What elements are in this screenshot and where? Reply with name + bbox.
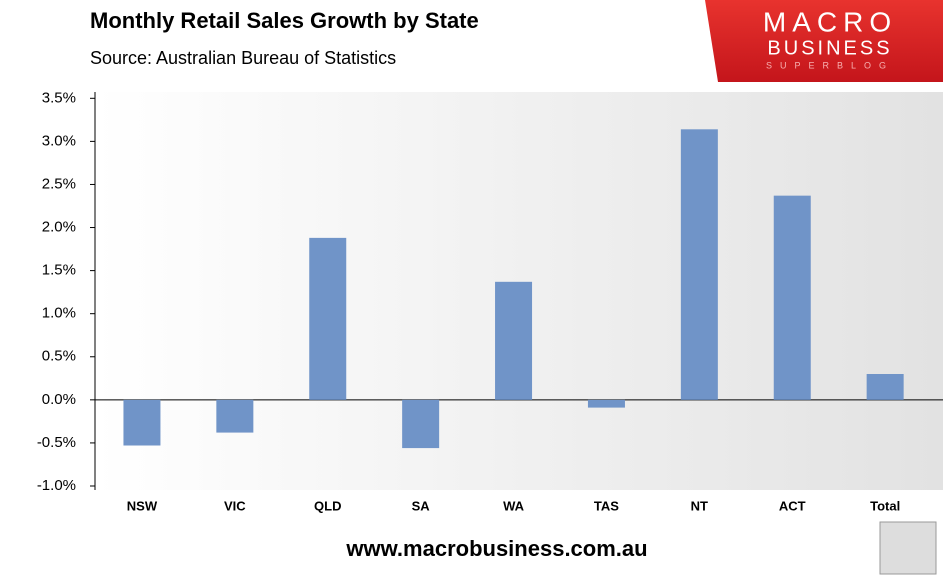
y-tick-label: 0.5% bbox=[42, 348, 76, 365]
bar bbox=[309, 237, 347, 400]
bar bbox=[402, 399, 440, 449]
logo-icon bbox=[879, 521, 937, 575]
x-tick-label: Total bbox=[870, 498, 900, 513]
logo-text: BUSINESS bbox=[767, 37, 892, 59]
x-tick-label: WA bbox=[503, 498, 525, 513]
bar bbox=[866, 373, 904, 400]
bar bbox=[680, 129, 718, 400]
logo-background bbox=[705, 0, 943, 82]
bar bbox=[773, 195, 811, 400]
y-tick-label: 0.0% bbox=[42, 391, 76, 408]
bar bbox=[495, 281, 533, 400]
bar bbox=[123, 399, 161, 446]
y-tick-label: 1.0% bbox=[42, 305, 76, 322]
x-tick-label: VIC bbox=[224, 498, 246, 513]
y-tick-label: -0.5% bbox=[37, 434, 76, 451]
y-tick-label: 2.5% bbox=[42, 175, 76, 192]
x-tick-label: SA bbox=[412, 498, 431, 513]
y-tick-label: -1.0% bbox=[37, 477, 76, 494]
x-tick-label: NSW bbox=[127, 498, 158, 513]
y-tick-label: 3.0% bbox=[42, 132, 76, 149]
footer: www.macrobusiness.com.au bbox=[345, 536, 647, 561]
logo-text: MACRO bbox=[763, 6, 897, 37]
chart-subtitle: Source: Australian Bureau of Statistics bbox=[90, 48, 396, 68]
y-tick-label: 2.0% bbox=[42, 219, 76, 236]
x-tick-label: NT bbox=[691, 498, 708, 513]
bar bbox=[587, 399, 625, 408]
logo-tagline: SUPERBLOG bbox=[766, 60, 894, 70]
y-tick-label: 1.5% bbox=[42, 262, 76, 279]
x-tick-label: QLD bbox=[314, 498, 341, 513]
x-tick-label: ACT bbox=[779, 498, 806, 513]
x-tick-label: TAS bbox=[594, 498, 619, 513]
chart-title: Monthly Retail Sales Growth by State bbox=[90, 8, 479, 33]
bar bbox=[216, 399, 254, 433]
y-tick-label: 3.5% bbox=[42, 89, 76, 106]
